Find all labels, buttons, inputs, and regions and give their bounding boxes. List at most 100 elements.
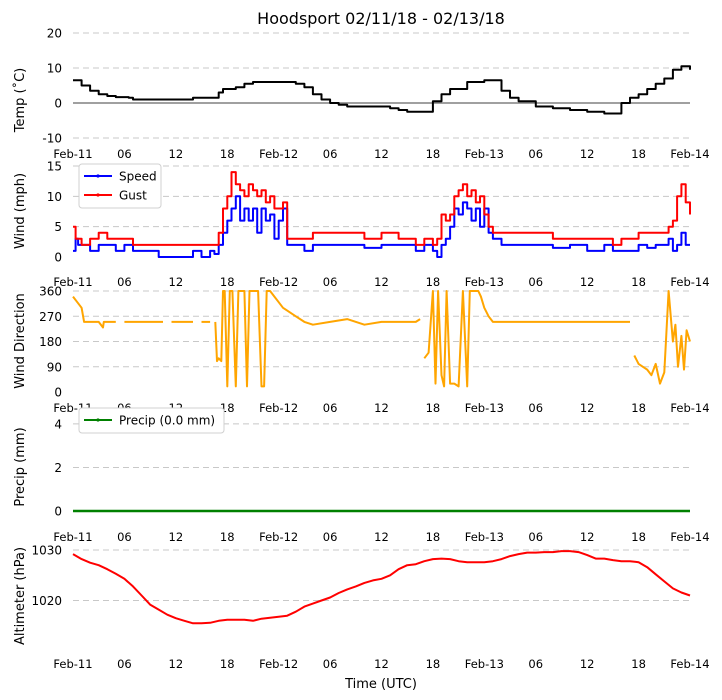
wind-x-tick-label: 12 [374,275,389,289]
wind-x-tick-label: 18 [631,275,646,289]
wind_dir-y-tick-label: 180 [39,335,62,349]
wind_dir-x-tick-label: 18 [631,401,646,415]
altimeter-x-tick-label: 18 [631,657,646,671]
precip-x-tick-label: Feb-12 [259,530,298,544]
precip-legend-marker [96,418,100,422]
wind-y-tick-label: 0 [54,251,62,265]
wind-y-tick-label: 5 [54,220,62,234]
wind-legend-label: Gust [119,189,147,203]
wind-panel: 0 5 10 15 Wind (mph) Feb-11 06 12 18 Feb-12 06 12 18… [13,160,710,290]
precip-x-tick-label: 06 [323,530,338,544]
altimeter-x-tick-label: 12 [374,657,389,671]
temp-x-tick-label: Feb-11 [53,147,92,161]
wind_dir-series-direction [72,295,116,329]
wind-series-gust [73,171,691,246]
wind_dir-x-tick-label: 06 [323,401,338,415]
wind-series-speed [73,195,690,258]
wind_dir-y-tick-label: 270 [39,310,62,324]
precip-y-tick-label: 0 [54,505,62,519]
temp-y-axis-label: Temp (˚C) [12,68,28,134]
temp-x-tick-label: 18 [426,147,441,161]
wind-x-tick-label: 06 [528,275,543,289]
precip-x-tick-label: 12 [580,530,595,544]
x-axis-label: Time (UTC) [344,677,417,692]
temp-x-tick-label: 06 [528,147,543,161]
temp-y-tick-label: -10 [42,132,62,146]
altimeter-y-axis-label: Altimeter (hPa) [13,547,28,645]
precip-x-tick-label: 18 [220,530,235,544]
altimeter-x-tick-label: 06 [528,657,543,671]
altimeter-x-tick-label: Feb-14 [670,657,709,671]
chart-title: Hoodsport 02/11/18 - 02/13/18 [257,9,505,28]
temp-x-tick-label: 12 [169,147,184,161]
wind-legend-label: Speed [119,170,157,184]
altimeter-y-tick-label: 1020 [31,594,62,608]
wind-x-tick-label: 12 [169,275,184,289]
wind_dir-x-tick-label: 12 [374,401,389,415]
altimeter-x-tick-label: Feb-12 [259,657,298,671]
altimeter-y-tick-label: 1030 [31,544,62,558]
altimeter-x-tick-label: 06 [117,657,132,671]
precip-x-tick-label: 18 [631,530,646,544]
temp-y-tick-label: 0 [54,97,62,111]
altimeter-x-tick-label: Feb-11 [53,657,92,671]
temp-x-tick-label: 12 [374,147,389,161]
altimeter-x-tick-label: 06 [323,657,338,671]
precip-x-tick-label: 12 [169,530,184,544]
wind-y-tick-label: 10 [47,190,62,204]
wind-x-tick-label: Feb-12 [259,275,298,289]
wind-x-tick-label: Feb-13 [465,275,504,289]
temp-y-tick-label: 10 [47,62,62,76]
precip-legend-label: Precip (0.0 mm) [119,414,215,428]
temp-x-tick-label: 18 [631,147,646,161]
precip-y-tick-label: 4 [54,417,62,431]
wind-x-tick-label: Feb-11 [53,275,92,289]
wind_dir-x-tick-label: 06 [528,401,543,415]
temp-x-tick-label: Feb-14 [670,147,709,161]
wind_dir-x-tick-label: Feb-12 [259,401,298,415]
wind-x-tick-label: 18 [220,275,235,289]
precip-panel: 0 2 4 Precip (mm) Feb-11 06 12 18 Feb-12 06 12 18 Fe… [13,407,710,544]
temp-x-tick-label: Feb-12 [259,147,298,161]
precip-x-tick-label: Feb-13 [465,530,504,544]
wind-legend: Speed Gust [78,163,162,209]
precip-y-tick-label: 2 [54,461,62,475]
wind-x-tick-label: 06 [117,275,132,289]
wind_dir-x-tick-label: Feb-14 [670,401,709,415]
wind_dir-x-tick-label: 18 [426,401,441,415]
altimeter-x-tick-label: Feb-13 [465,657,504,671]
wind-x-tick-label: 12 [580,275,595,289]
temp-x-tick-label: 12 [580,147,595,161]
altimeter-x-tick-label: 18 [220,657,235,671]
precip-x-tick-label: Feb-11 [53,530,92,544]
temp-series-temp [73,65,691,115]
precip-x-tick-label: Feb-14 [670,530,709,544]
precip-legend-box [78,407,225,434]
wind-legend-marker [96,193,100,197]
wind_dir-y-tick-label: 0 [54,386,62,400]
precip-legend: Precip (0.0 mm) [78,407,225,434]
temp-y-tick-label: 20 [47,27,62,41]
altimeter-x-tick-label: 12 [580,657,595,671]
temp-x-tick-label: 18 [220,147,235,161]
temp-panel: -10 0 10 20 Temp (˚C) Feb-11 06 12 18 Feb-12 06 12 1… [12,27,710,162]
temp-x-tick-label: 06 [117,147,132,161]
wind-x-tick-label: 18 [426,275,441,289]
precip-x-tick-label: 06 [528,530,543,544]
wind-legend-marker [96,174,100,178]
precip-x-tick-label: 06 [117,530,132,544]
altimeter-x-tick-label: 12 [169,657,184,671]
altimeter-series-altimeter [72,550,691,625]
temp-x-tick-label: Feb-13 [465,147,504,161]
wind_dir-y-tick-label: 360 [39,285,62,299]
wind_dir-y-tick-label: 90 [47,360,62,374]
wind-x-tick-label: 06 [323,275,338,289]
wind_dir-y-axis-label: Wind Direction [13,293,28,389]
wind_dir-series-direction [423,290,630,388]
precip-x-tick-label: 12 [374,530,389,544]
wind_dir-x-tick-label: Feb-13 [465,401,504,415]
wind-y-tick-label: 15 [47,160,62,174]
wind_dir-x-tick-label: 12 [580,401,595,415]
